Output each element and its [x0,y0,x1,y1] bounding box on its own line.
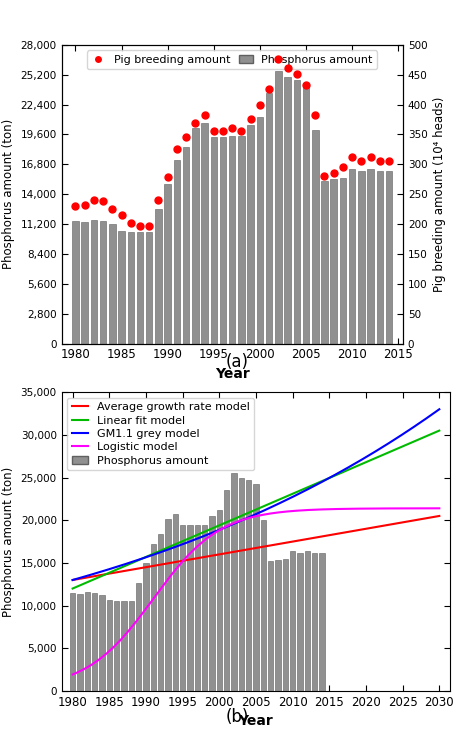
Bar [224,490,229,691]
Bar [77,594,82,691]
X-axis label: Year: Year [215,367,250,381]
Bar [92,593,97,691]
Bar [229,135,236,344]
Bar [107,601,112,691]
Text: (a): (a) [226,353,248,371]
Bar [220,137,226,344]
Bar [283,559,288,691]
Bar [136,583,141,691]
Bar [303,85,309,344]
Bar [100,595,105,691]
Bar [72,221,79,344]
Bar [297,553,302,691]
Bar [268,561,273,691]
Bar [312,130,319,344]
Bar [284,77,291,344]
Bar [266,93,273,344]
Bar [70,593,75,691]
Bar [217,510,222,691]
Bar [183,147,190,344]
Bar [261,520,266,691]
Bar [257,117,263,344]
Bar [231,474,237,691]
Bar [254,484,258,691]
Y-axis label: Phosphorus amount (ton): Phosphorus amount (ton) [2,466,15,617]
Bar [386,171,392,344]
Text: (b): (b) [225,708,249,726]
Bar [144,563,148,691]
Bar [82,222,88,344]
Bar [321,182,328,344]
Bar [91,220,97,344]
Bar [118,231,125,344]
Bar [319,553,325,691]
Bar [305,551,310,691]
Bar [137,232,143,344]
Legend: Pig breeding amount, Phosphorus amount: Pig breeding amount, Phosphorus amount [87,50,377,69]
Bar [238,135,245,344]
Legend: Average growth rate model, Linear fit model, GM1.1 grey model, Logistic model, P: Average growth rate model, Linear fit mo… [67,397,255,470]
Bar [100,221,106,344]
Bar [155,209,162,344]
Bar [180,525,185,691]
Bar [246,480,251,691]
Bar [187,525,192,691]
Bar [173,514,178,691]
X-axis label: Year: Year [238,714,273,728]
Bar [239,477,244,691]
Bar [164,184,171,344]
Bar [129,601,134,691]
Bar [121,601,127,691]
Bar [114,601,119,691]
Bar [165,518,171,691]
Bar [293,80,300,344]
Bar [290,551,295,691]
Bar [151,544,156,691]
Bar [367,169,374,344]
Bar [377,171,383,344]
Bar [173,160,180,344]
Bar [192,128,199,344]
Bar [202,524,207,691]
Bar [158,534,163,691]
Bar [312,553,317,691]
Bar [201,123,208,344]
Bar [128,232,134,344]
Y-axis label: Phosphorus amount (ton): Phosphorus amount (ton) [2,119,15,270]
Bar [275,560,281,691]
Bar [330,179,337,344]
Bar [146,232,153,344]
Bar [109,224,116,344]
Bar [210,516,215,691]
Bar [340,179,346,344]
Bar [195,524,200,691]
Bar [85,592,90,691]
Bar [275,72,282,344]
Bar [358,171,365,344]
Bar [210,137,217,344]
Bar [349,169,356,344]
Y-axis label: Pig breeding amount (10⁴ heads): Pig breeding amount (10⁴ heads) [433,96,446,292]
Bar [247,125,254,344]
